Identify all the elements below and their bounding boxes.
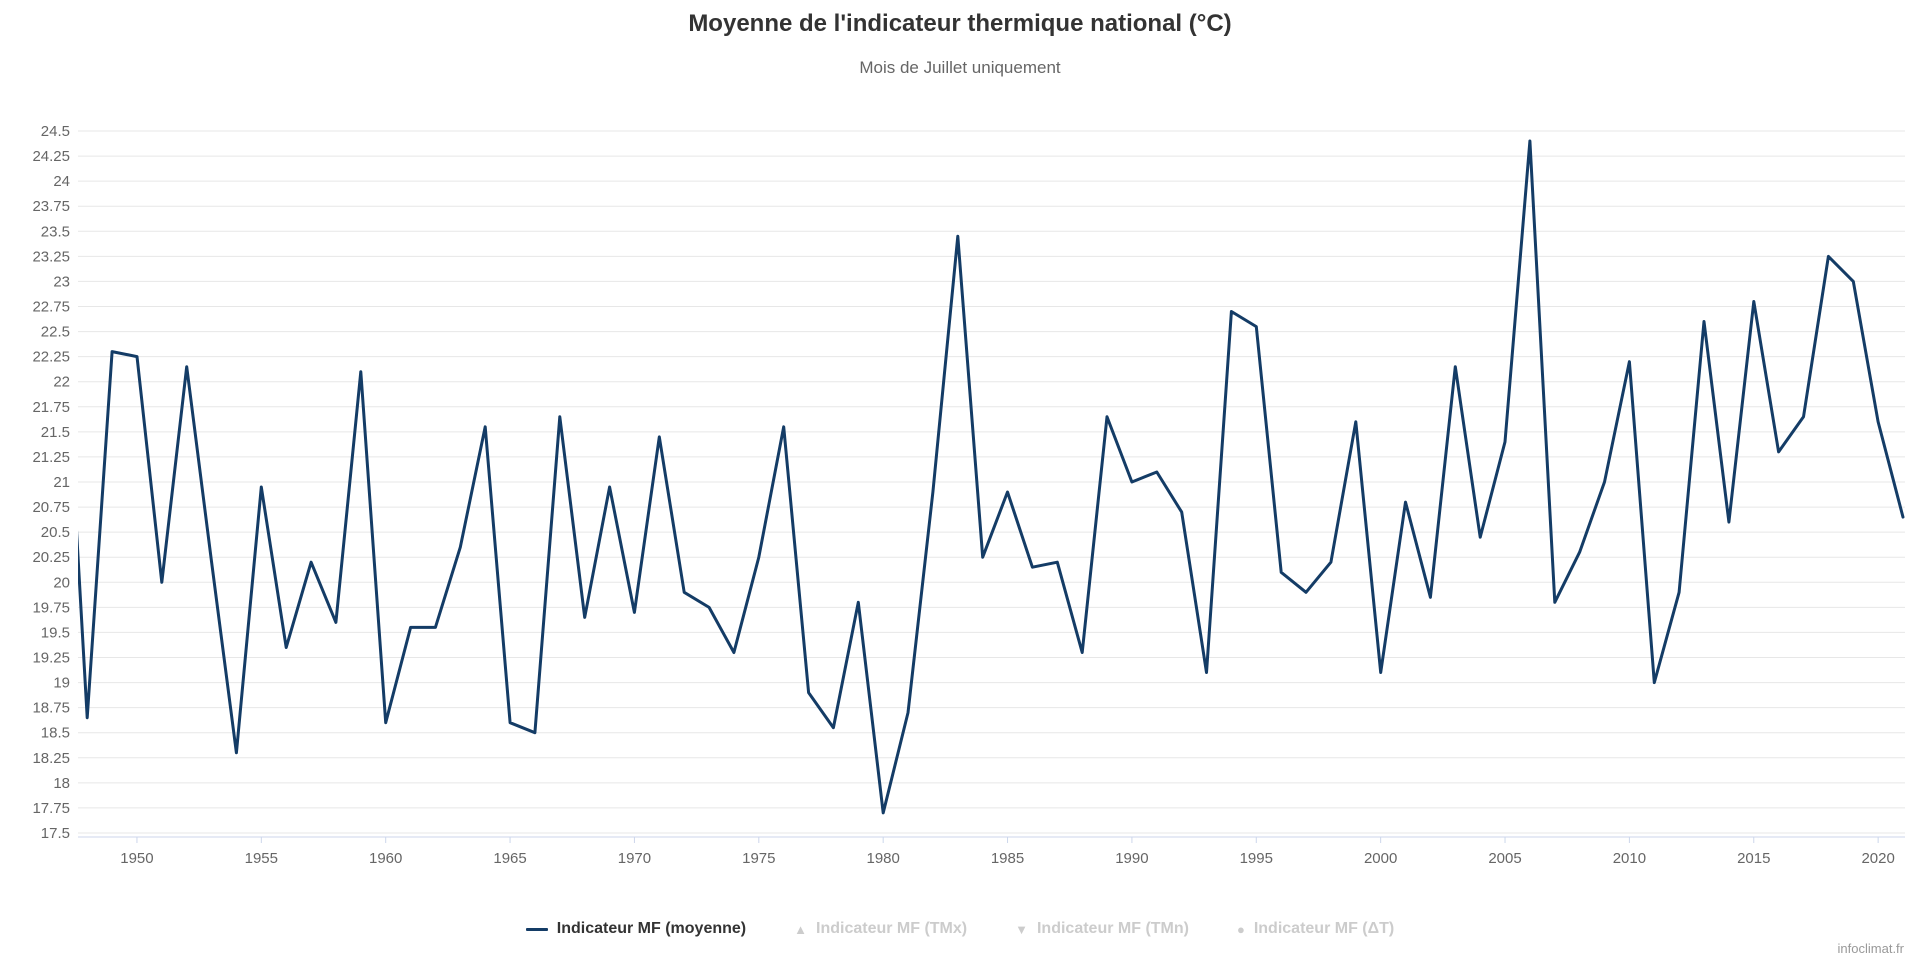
x-tick-label: 1965 [493,850,526,867]
y-tick-label: 18.5 [41,725,70,742]
y-tick-label: 19.25 [32,650,70,667]
y-tick-label: 23.25 [32,248,70,265]
x-tick-label: 1950 [120,850,153,867]
y-tick-label: 23 [53,273,70,290]
chart-title: Moyenne de l'indicateur thermique nation… [688,10,1232,37]
y-tick-label: 18.25 [32,750,70,767]
x-tick-label: 2015 [1737,850,1770,867]
legend-item-label: Indicateur MF (ΔT) [1253,920,1395,937]
legend-triangle-down-marker-icon: ▼ [1015,921,1028,937]
legend-item-label: Indicateur MF (TMn) [1036,920,1189,937]
y-tick-label: 20.75 [32,499,70,516]
y-tick-label: 21 [53,474,70,491]
x-axis-labels: 1950 1955 1960 1965 1970 1975 1980 1985 1990 1995… [120,850,1895,867]
y-tick-label: 20.5 [41,524,70,541]
y-tick-label: 24.5 [41,123,70,140]
y-tick-label: 19 [53,675,70,692]
x-tick-label: 2020 [1861,850,1894,867]
y-tick-label: 22.25 [32,349,70,366]
legend-line-marker-icon [525,927,548,931]
x-tick-label: 1995 [1240,850,1273,867]
y-tick-label: 22.75 [32,299,70,316]
x-tick-label: 1960 [369,850,402,867]
y-tick-label: 17.5 [41,825,70,842]
chart-subtitle: Mois de Juillet uniquement [859,58,1061,77]
y-tick-label: 20 [53,574,70,591]
x-tick-label: 1980 [866,850,899,867]
y-tick-label: 21.75 [32,399,70,416]
y-tick-label: 22 [53,374,70,391]
y-tick-label: 19.5 [41,624,70,641]
y-tick-label: 24.25 [32,148,70,165]
x-tick-label: 1985 [991,850,1024,867]
legend: Indicateur MF (moyenne) ▲ Indicateur MF (T… [0,920,1920,938]
x-tick-label: 2010 [1613,850,1646,867]
series-line-moyenne[interactable] [62,139,1905,815]
x-tick-label: 2000 [1364,850,1397,867]
y-tick-label: 18.75 [32,700,70,717]
legend-item-tmx[interactable]: ▲ Indicateur MF (TMx) [794,920,967,938]
x-tick-label: 1990 [1115,850,1148,867]
x-tick-label: 2005 [1488,850,1521,867]
legend-item-dt[interactable]: ● Indicateur MF (ΔT) [1237,920,1394,938]
legend-item-moyenne[interactable]: Indicateur MF (moyenne) [525,920,747,938]
y-tick-label: 18 [53,775,70,792]
y-tick-label: 17.75 [32,800,70,817]
x-tick-label: 1975 [742,850,775,867]
y-tick-label: 22.5 [41,324,70,341]
y-gridlines [78,130,1905,834]
y-tick-label: 23.5 [41,223,70,240]
legend-item-label: Indicateur MF (moyenne) [556,920,747,937]
y-tick-label: 24 [53,173,70,190]
legend-item-label: Indicateur MF (TMx) [816,920,968,937]
legend-item-tmn[interactable]: ▼ Indicateur MF (TMn) [1015,920,1189,938]
legend-circle-marker-icon: ● [1236,921,1245,937]
y-tick-label: 21.5 [41,424,70,441]
y-tick-label: 20.25 [32,549,70,566]
y-tick-label: 19.75 [32,599,70,616]
legend-triangle-up-marker-icon: ▲ [794,921,807,937]
y-tick-label: 21.25 [32,449,70,466]
y-axis-labels: 17.5 17.75 18 18.25 18.5 18.75 19 19.25 19.5 19.7… [32,123,70,842]
x-tick-label: 1955 [245,850,278,867]
x-tick-label: 1970 [618,850,651,867]
y-tick-label: 23.75 [32,198,70,215]
x-axis [78,836,1905,843]
credits-link[interactable]: infoclimat.fr [1837,941,1904,956]
